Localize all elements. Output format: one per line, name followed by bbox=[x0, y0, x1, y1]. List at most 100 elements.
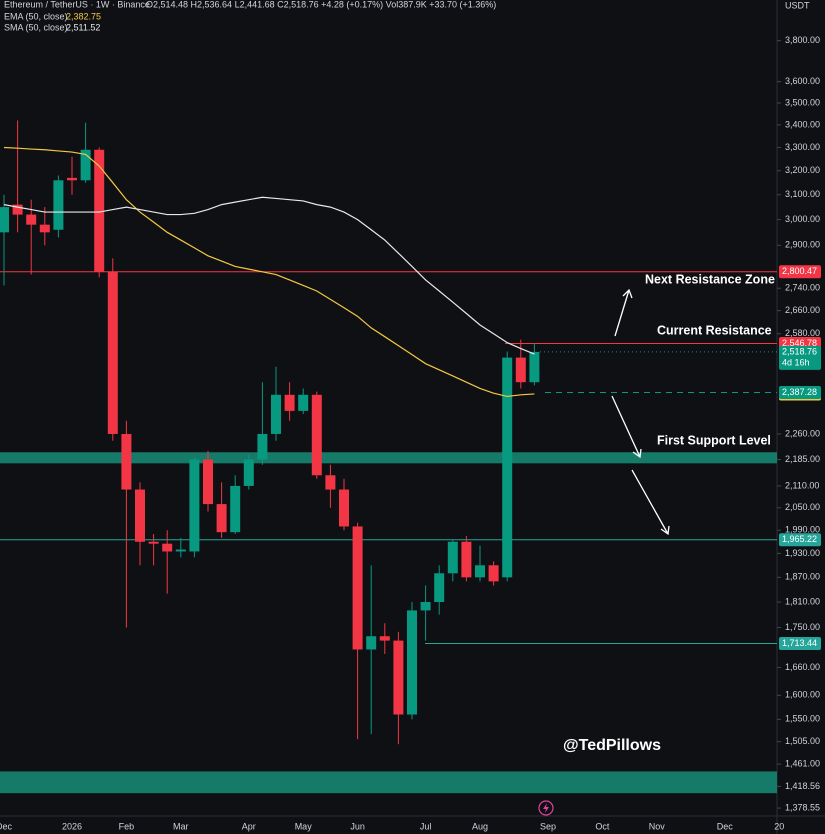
legend-value: 2,382.75 bbox=[66, 11, 101, 21]
y-tick-label: 2,260.00 bbox=[785, 428, 820, 438]
candle-body bbox=[379, 636, 390, 641]
annotation: First Support Level bbox=[657, 433, 771, 447]
icon-bolt bbox=[543, 803, 549, 813]
x-tick-label: 2026 bbox=[62, 821, 82, 831]
candle-body bbox=[488, 565, 499, 582]
zone bbox=[0, 452, 777, 464]
candle-body bbox=[407, 610, 417, 715]
arrow bbox=[614, 288, 633, 337]
plot-area bbox=[0, 120, 777, 794]
x-tick-label: Nov bbox=[649, 821, 666, 831]
x-tick-label: 20 bbox=[774, 821, 784, 831]
candle-body bbox=[339, 489, 349, 527]
candle-body bbox=[162, 543, 173, 552]
y-tick-label: 1,505.00 bbox=[785, 736, 820, 746]
x-tick-label: Feb bbox=[119, 821, 135, 831]
candle-body bbox=[461, 541, 472, 578]
y-tick-label: 1,418.56 bbox=[785, 781, 820, 791]
legend-value: 2,511.52 bbox=[66, 22, 100, 32]
indicator-line bbox=[3, 146, 535, 398]
x-tick-label: Jul bbox=[420, 821, 432, 831]
y-tick-label: 1,660.00 bbox=[785, 662, 820, 672]
candle-body bbox=[39, 224, 50, 233]
y-tick-label: 1,810.00 bbox=[785, 596, 820, 606]
legend-name: EMA (50, close) bbox=[4, 11, 68, 21]
annotation: Next Resistance Zone bbox=[645, 272, 775, 286]
level-badge bbox=[779, 533, 821, 547]
candle-body bbox=[135, 489, 145, 542]
candle-body bbox=[420, 602, 431, 611]
legend-name: SMA (50, close) bbox=[4, 22, 68, 32]
candle-body bbox=[271, 394, 281, 434]
y-tick-label: 3,500.00 bbox=[785, 97, 820, 107]
y-tick-label: 2,185.00 bbox=[785, 454, 820, 464]
candle-body bbox=[475, 565, 485, 578]
candle-body bbox=[12, 204, 23, 215]
icon-ring bbox=[538, 800, 554, 816]
y-tick-label: 3,300.00 bbox=[785, 142, 820, 152]
y-tick-label: 1,378.55 bbox=[785, 802, 820, 812]
candle-body bbox=[67, 177, 77, 181]
candle-body bbox=[311, 394, 322, 476]
y-tick-label: 3,800.00 bbox=[785, 35, 820, 45]
lightning-icon bbox=[538, 800, 554, 816]
level-badge-label: 2,387.28 bbox=[782, 387, 817, 397]
x-tick-label: Aug bbox=[472, 821, 488, 831]
x-tick-label: Sep bbox=[540, 821, 556, 831]
candle-body bbox=[257, 433, 268, 460]
y-tick-label: 3,200.00 bbox=[785, 165, 820, 175]
arrow bbox=[611, 395, 642, 459]
candle-body bbox=[447, 541, 458, 574]
candle-body bbox=[352, 526, 363, 650]
x-tick-label: Apr bbox=[242, 821, 256, 831]
symbol: Ethereum / TetherUS · 1W · Binance bbox=[4, 0, 150, 9]
candle-body bbox=[216, 504, 227, 533]
candle-body bbox=[53, 180, 64, 230]
y-tick-label: 1,550.00 bbox=[785, 714, 820, 724]
y-tick-label: 2,740.00 bbox=[785, 283, 820, 293]
y-tick-label: 2,580.00 bbox=[785, 328, 820, 338]
candle-body bbox=[230, 485, 241, 533]
candle-body bbox=[94, 149, 105, 272]
countdown: 4d 16h bbox=[782, 357, 810, 367]
candle-body bbox=[502, 357, 513, 578]
x-tick-label: Oct bbox=[595, 821, 610, 831]
y-tick-label: 1,600.00 bbox=[785, 690, 820, 700]
y-tick-label: 3,000.00 bbox=[785, 214, 820, 224]
y-tick-label: 2,660.00 bbox=[785, 305, 820, 315]
candle-body bbox=[0, 207, 9, 233]
level-badge-label: 1,965.22 bbox=[782, 534, 817, 544]
candle-body bbox=[175, 549, 186, 552]
watermark: @TedPillows bbox=[563, 737, 661, 754]
candle-body bbox=[298, 394, 309, 411]
x-tick-label: Dec bbox=[0, 821, 12, 831]
candle-body bbox=[148, 541, 159, 544]
candle-body bbox=[366, 636, 377, 650]
y-tick-label: 3,400.00 bbox=[785, 119, 820, 129]
x-tick-label: Jun bbox=[350, 821, 365, 831]
x-tick-label: Dec bbox=[717, 821, 734, 831]
y-tick-label: 1,930.00 bbox=[785, 548, 820, 558]
candle-body bbox=[203, 459, 213, 505]
candle-body bbox=[529, 351, 540, 383]
candle-body bbox=[121, 433, 132, 490]
x-tick-label: Mar bbox=[173, 821, 189, 831]
zone bbox=[0, 771, 777, 794]
level-badge-label: 1,713.44 bbox=[782, 638, 817, 648]
y-tick-label: 2,110.00 bbox=[785, 480, 819, 490]
arrow bbox=[631, 469, 670, 536]
candle-body bbox=[284, 394, 295, 411]
level-badge bbox=[779, 265, 821, 279]
y-tick-label: 1,750.00 bbox=[785, 622, 820, 632]
current-price-badge bbox=[779, 345, 821, 370]
level-badge-label: 2,546.78 bbox=[782, 338, 817, 348]
level-badge-label: 2,800.47 bbox=[782, 266, 817, 276]
candle-body bbox=[189, 459, 200, 552]
candle-body bbox=[325, 475, 336, 490]
y-tick-label: 1,461.00 bbox=[785, 758, 820, 768]
indicator-line bbox=[3, 196, 535, 355]
candle-body bbox=[434, 573, 445, 603]
current-price-label: 2,518.76 bbox=[782, 346, 817, 356]
y-tick-label: 2,050.00 bbox=[785, 502, 820, 512]
